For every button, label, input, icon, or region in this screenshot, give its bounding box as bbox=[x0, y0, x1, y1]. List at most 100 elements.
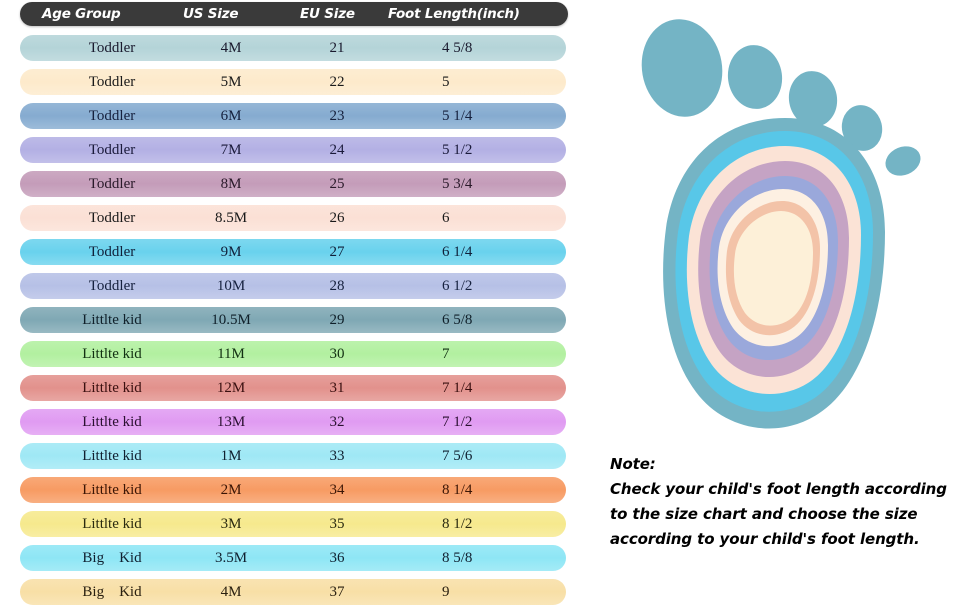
cell-age-group: Big Kid bbox=[82, 550, 142, 566]
cell-age-group: Littlte kid bbox=[82, 516, 142, 532]
cell-us-size: 12M bbox=[216, 380, 246, 396]
note-line-1: Check your child's foot length according bbox=[610, 480, 947, 498]
column-header-eu-size: EU Size bbox=[300, 6, 355, 22]
third-toe-icon bbox=[788, 71, 838, 127]
cell-age-group: Toddler bbox=[88, 244, 136, 260]
cell-foot-length: 6 1/4 bbox=[442, 244, 473, 260]
cell-foot-length: 5 1/4 bbox=[442, 108, 473, 124]
cell-age-group: Toddler bbox=[88, 74, 136, 90]
cell-eu-size: 32 bbox=[329, 414, 345, 430]
cell-us-size: 10.5M bbox=[211, 312, 251, 328]
cell-age-group: Littlte kid bbox=[82, 482, 142, 498]
cell-foot-length: 4 5/8 bbox=[442, 40, 473, 56]
baby-foot-diagram bbox=[600, 0, 970, 450]
cell-us-size: 3.5M bbox=[214, 550, 248, 566]
column-header-foot-length: Foot Length(inch) bbox=[388, 6, 520, 22]
cell-us-size: 4M bbox=[220, 40, 242, 56]
table-row: Toddler 6M 23 5 1/4 bbox=[20, 103, 566, 129]
second-toe-icon bbox=[727, 45, 783, 109]
cell-us-size: 10M bbox=[216, 278, 246, 294]
cell-foot-length: 5 bbox=[442, 74, 450, 90]
cell-eu-size: 24 bbox=[329, 142, 345, 158]
cell-eu-size: 25 bbox=[329, 176, 345, 192]
cell-age-group: Toddler bbox=[88, 176, 136, 192]
note-line-3: according to your child's foot length. bbox=[610, 530, 920, 548]
table-row: Toddler 8M 25 5 3/4 bbox=[20, 171, 566, 197]
cell-eu-size: 37 bbox=[329, 584, 345, 600]
cell-age-group: Littlte kid bbox=[82, 380, 142, 396]
note-block: Note: Check your child's foot length acc… bbox=[610, 452, 960, 552]
cell-us-size: 1M bbox=[220, 448, 242, 464]
cell-us-size: 8M bbox=[220, 176, 242, 192]
column-header-us-size: US Size bbox=[183, 6, 239, 22]
cell-foot-length: 8 1/2 bbox=[442, 516, 473, 532]
cell-age-group: Toddler bbox=[88, 278, 136, 294]
note-line-2: to the size chart and choose the size bbox=[610, 505, 918, 523]
cell-us-size: 8.5M bbox=[214, 210, 248, 226]
cell-us-size: 5M bbox=[220, 74, 242, 90]
little-toe-icon bbox=[885, 146, 921, 176]
sole-center-cream bbox=[733, 211, 813, 326]
table-row: Toddler 10M 28 6 1/2 bbox=[20, 273, 566, 299]
note-title: Note: bbox=[610, 455, 656, 473]
cell-foot-length: 9 bbox=[442, 584, 450, 600]
cell-foot-length: 8 1/4 bbox=[442, 482, 473, 498]
size-chart-table: Age Group US Size EU Size Foot Length(in… bbox=[20, 2, 568, 605]
cell-eu-size: 22 bbox=[329, 74, 345, 90]
cell-eu-size: 29 bbox=[329, 312, 345, 328]
table-row: Littlte kid 12M 31 7 1/4 bbox=[20, 375, 566, 401]
cell-age-group: Toddler bbox=[88, 40, 136, 56]
cell-eu-size: 36 bbox=[329, 550, 345, 566]
cell-us-size: 11M bbox=[217, 346, 245, 362]
cell-eu-size: 35 bbox=[329, 516, 345, 532]
cell-foot-length: 8 5/8 bbox=[442, 550, 473, 566]
cell-eu-size: 27 bbox=[329, 244, 345, 260]
cell-eu-size: 26 bbox=[329, 210, 345, 226]
cell-eu-size: 31 bbox=[329, 380, 345, 396]
cell-age-group: Littlte kid bbox=[82, 414, 142, 430]
cell-foot-length: 7 bbox=[442, 346, 450, 362]
cell-foot-length: 6 5/8 bbox=[442, 312, 473, 328]
cell-foot-length: 7 1/4 bbox=[442, 380, 473, 396]
table-row: Toddler 7M 24 5 1/2 bbox=[20, 137, 566, 163]
cell-age-group: Littlte kid bbox=[82, 312, 142, 328]
table-row: Littlte kid 3M 35 8 1/2 bbox=[20, 511, 566, 537]
table-row: Toddler 8.5M 26 6 bbox=[20, 205, 566, 231]
table-row: Toddler 9M 27 6 1/4 bbox=[20, 239, 566, 265]
cell-eu-size: 30 bbox=[329, 346, 345, 362]
cell-foot-length: 6 bbox=[442, 210, 450, 226]
cell-eu-size: 23 bbox=[329, 108, 345, 124]
cell-eu-size: 34 bbox=[329, 482, 345, 498]
cell-age-group: Toddler bbox=[88, 210, 136, 226]
table-row: Littlte kid 13M 32 7 1/2 bbox=[20, 409, 566, 435]
big-toe-icon bbox=[641, 19, 723, 117]
sole-rings-group bbox=[663, 118, 885, 429]
table-header-row: Age Group US Size EU Size Foot Length(in… bbox=[20, 2, 568, 26]
cell-eu-size: 21 bbox=[329, 40, 345, 56]
cell-us-size: 3M bbox=[220, 516, 242, 532]
fourth-toe-icon bbox=[841, 105, 883, 151]
cell-age-group: Littlte kid bbox=[82, 448, 142, 464]
cell-foot-length: 6 1/2 bbox=[442, 278, 473, 294]
cell-foot-length: 7 1/2 bbox=[442, 414, 473, 430]
cell-age-group: Big Kid bbox=[82, 584, 142, 600]
toes-group bbox=[641, 19, 921, 176]
cell-us-size: 4M bbox=[220, 584, 242, 600]
cell-us-size: 6M bbox=[220, 108, 242, 124]
cell-age-group: Toddler bbox=[88, 142, 136, 158]
cell-age-group: Toddler bbox=[88, 108, 136, 124]
cell-age-group: Littlte kid bbox=[82, 346, 142, 362]
cell-us-size: 13M bbox=[216, 414, 246, 430]
table-row: Littlte kid 10.5M 29 6 5/8 bbox=[20, 307, 566, 333]
cell-foot-length: 5 1/2 bbox=[442, 142, 473, 158]
cell-us-size: 9M bbox=[220, 244, 242, 260]
cell-eu-size: 33 bbox=[329, 448, 345, 464]
cell-us-size: 7M bbox=[220, 142, 242, 158]
table-row: Big Kid 4M 37 9 bbox=[20, 579, 566, 605]
table-row: Littlte kid 1M 33 7 5/6 bbox=[20, 443, 566, 469]
table-row: Toddler 5M 22 5 bbox=[20, 69, 566, 95]
table-row: Littlte kid 2M 34 8 1/4 bbox=[20, 477, 566, 503]
table-row: Littlte kid 11M 30 7 bbox=[20, 341, 566, 367]
cell-us-size: 2M bbox=[220, 482, 242, 498]
table-row: Big Kid 3.5M 36 8 5/8 bbox=[20, 545, 566, 571]
